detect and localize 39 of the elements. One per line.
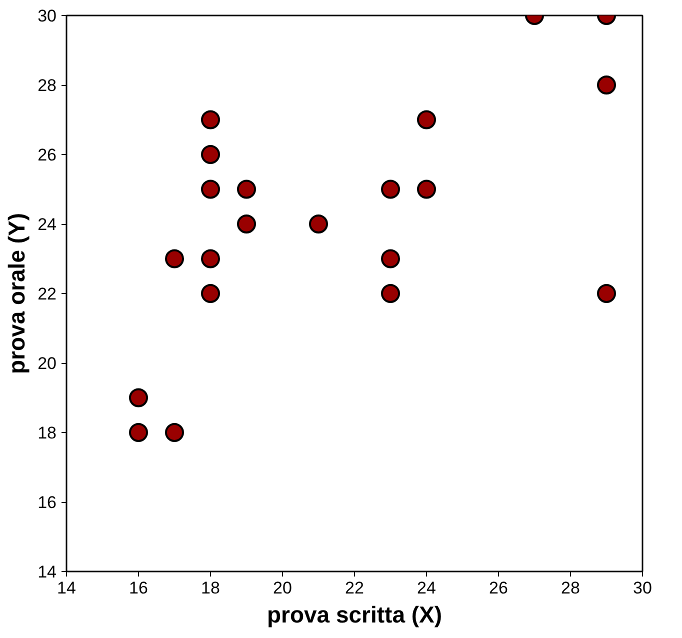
point xyxy=(237,214,256,234)
point xyxy=(597,284,616,303)
y-tick-label: 16 xyxy=(38,493,57,512)
point xyxy=(165,249,184,268)
point xyxy=(417,180,436,199)
point xyxy=(201,110,220,130)
x-tick-label: 20 xyxy=(273,578,292,598)
y-tick-label: 18 xyxy=(38,424,57,442)
point xyxy=(381,249,400,268)
x-axis-title: prova scritta (X) xyxy=(266,602,442,628)
y-tick-label: 24 xyxy=(38,215,57,234)
x-tick-label: 28 xyxy=(561,578,580,598)
y-tick-label: 14 xyxy=(38,562,57,582)
point xyxy=(201,180,220,199)
point xyxy=(201,145,220,164)
point xyxy=(381,180,400,199)
y-tick-label: 26 xyxy=(38,146,57,164)
y-tick-label: 20 xyxy=(38,354,57,373)
x-tick-label: 14 xyxy=(57,578,76,598)
x-tick-label: 24 xyxy=(417,578,436,598)
point xyxy=(201,249,220,268)
point xyxy=(129,388,148,408)
x-tick-label: 26 xyxy=(489,578,508,598)
point xyxy=(381,284,400,303)
point xyxy=(309,214,328,234)
point xyxy=(597,76,616,94)
x-tick-label: 30 xyxy=(633,578,652,598)
y-tick-label: 30 xyxy=(38,6,57,26)
point xyxy=(201,284,220,303)
point xyxy=(129,423,148,442)
y-tick-label: 28 xyxy=(38,76,57,95)
point xyxy=(417,110,436,130)
y-axis-title: prova orale (Y) xyxy=(4,212,30,374)
point xyxy=(237,180,256,199)
x-tick-label: 16 xyxy=(129,578,148,598)
x-tick-label: 22 xyxy=(345,578,364,598)
y-tick-label: 22 xyxy=(38,284,57,304)
x-tick-label: 18 xyxy=(201,578,220,598)
point xyxy=(165,423,184,442)
